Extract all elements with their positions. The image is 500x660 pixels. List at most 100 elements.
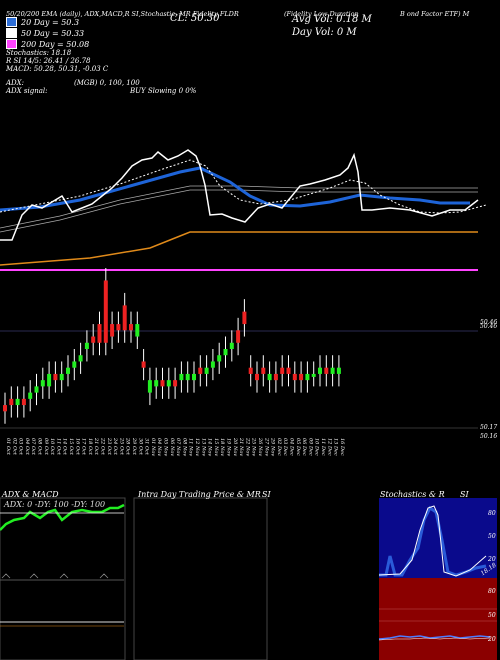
grey-band-upper (0, 185, 478, 229)
rsi-blue-line (378, 635, 491, 640)
stoch-rsi-panel (378, 498, 497, 660)
rsi-tick-80: 80 (488, 588, 496, 595)
date-tick-label: 02 Oct (11, 438, 17, 456)
legend-item-20: 20 Day = 50.3 (6, 17, 89, 27)
candle-body (204, 367, 209, 374)
stoch-tick-20: 20 (488, 556, 496, 563)
candle-body (305, 373, 310, 381)
date-tick-label: 11 Oct (55, 438, 61, 456)
candle-body (299, 373, 304, 381)
candle-body (324, 367, 329, 374)
candle-body (185, 373, 190, 381)
candle-body (242, 311, 247, 325)
avg-volume: Avg Vol: 0.18 M (292, 14, 372, 25)
candle-body (217, 355, 222, 362)
candle-body (122, 305, 127, 331)
stoch-tick-50: 50 (488, 533, 496, 540)
candle-body (255, 373, 259, 381)
date-tick-label: 21 Oct (93, 437, 99, 456)
fund-name: B ond Factor ETF) M (400, 10, 470, 18)
date-tick-label: 09 Oct (43, 438, 49, 456)
candle-body (103, 280, 108, 343)
candle-body (135, 324, 140, 337)
adx-signal-label: ADX signal: (6, 87, 48, 95)
close-price: CL: 50.30 (170, 13, 220, 24)
candle-body (318, 367, 322, 374)
candle-body (236, 330, 241, 343)
stoch-tick-80: 80 (488, 510, 496, 517)
date-tick-label: 03 Dec (282, 438, 288, 456)
date-tick-label: 26 Nov (257, 437, 263, 456)
date-tick-label: 30 Oct (137, 438, 143, 456)
legend-label-20: 20 Day = 50.3 (21, 17, 80, 27)
grey-band-lower (0, 189, 478, 233)
date-tick-label: 11 Dec (320, 438, 326, 456)
date-tick-label: 27 Nov (263, 437, 269, 456)
date-tick-label: 14 Oct (62, 438, 68, 456)
day-volume: Day Vol: 0 M (292, 27, 357, 38)
candle-body (261, 367, 266, 374)
date-tick-label: 04 Dec (289, 438, 295, 456)
candle-body (97, 324, 102, 343)
adx-panel-readout: ADX: 0 -DY: 100 -DY: 100 (4, 500, 106, 509)
axis-label-low: 50.17 (480, 424, 498, 431)
stochastics-readout: Stochastics: 18.18 (6, 49, 72, 57)
date-tick-label: 13 Dec (333, 438, 339, 456)
date-tick-label: 01 Oct (5, 438, 11, 456)
provider-name: (Fidelity Low Duration (284, 10, 359, 18)
candle-body (9, 398, 14, 406)
date-tick-label: 20 Nov (232, 437, 238, 456)
mr-panel (133, 497, 268, 660)
candle-body (28, 392, 33, 399)
buy-slowing: BUY Slowing 0 0% (130, 87, 197, 95)
candle-body (84, 342, 89, 349)
candle-body (336, 367, 341, 374)
candle-body (154, 380, 159, 387)
candle-body (160, 380, 165, 387)
date-tick-label: 29 Oct (131, 437, 137, 456)
date-tick-label: 16 Oct (74, 438, 80, 456)
date-tick-label: 14 Nov (207, 438, 213, 456)
candle-body (311, 373, 316, 377)
candle-body (72, 361, 77, 368)
date-tick-label: 29 Nov (270, 437, 276, 456)
date-tick-label: 28 Oct (125, 437, 131, 456)
rsi-white-line (378, 637, 491, 641)
candle-body (210, 361, 215, 368)
date-tick-label: 16 Dec (339, 438, 345, 456)
candle-body (91, 336, 96, 343)
candle-body (40, 380, 45, 387)
legend: 20 Day = 50.3 50 Day = 50.33 200 Day = 5… (6, 17, 89, 49)
date-tick-label: 15 Oct (68, 438, 74, 456)
candle-body (198, 367, 203, 374)
candle-body (21, 398, 26, 406)
meta-strip: 50/20/200 EMA (daily), ADX,MACD,R SI,Sto… (6, 10, 239, 18)
date-tick-label: 23 Oct (106, 437, 112, 456)
candle-body (330, 367, 335, 374)
rsi-panel-title: SI (262, 490, 271, 499)
date-tick-label: 02 Dec (276, 438, 282, 456)
candle-body (110, 324, 115, 337)
stoch-panel-right-title: SI (460, 490, 469, 499)
candle-body (179, 373, 184, 381)
adx-readout: ADX: (6, 79, 25, 87)
candle-body (53, 373, 58, 381)
mr-panel-title: Intra Day Trading Price & MR (138, 490, 261, 499)
candle-body (3, 405, 7, 412)
candle-body (273, 373, 278, 381)
candle-body (248, 367, 253, 374)
orange-line (0, 231, 478, 266)
date-tick-label: 09 Dec (307, 438, 313, 456)
candle-body (166, 380, 171, 387)
date-tick-label: 15 Nov (213, 438, 219, 456)
ema50-line (0, 149, 479, 241)
candle-body (147, 380, 152, 393)
axis-label-low-2: 50.16 (480, 433, 498, 440)
candle-body (129, 324, 133, 331)
candle-body (47, 373, 52, 387)
candle-body (192, 373, 196, 381)
axis-label-mid-2: 50.46 (480, 323, 498, 330)
rsi-tick-50: 50 (488, 612, 496, 619)
date-tick-label: 08 Nov (181, 438, 187, 456)
ema20-line (0, 166, 470, 212)
